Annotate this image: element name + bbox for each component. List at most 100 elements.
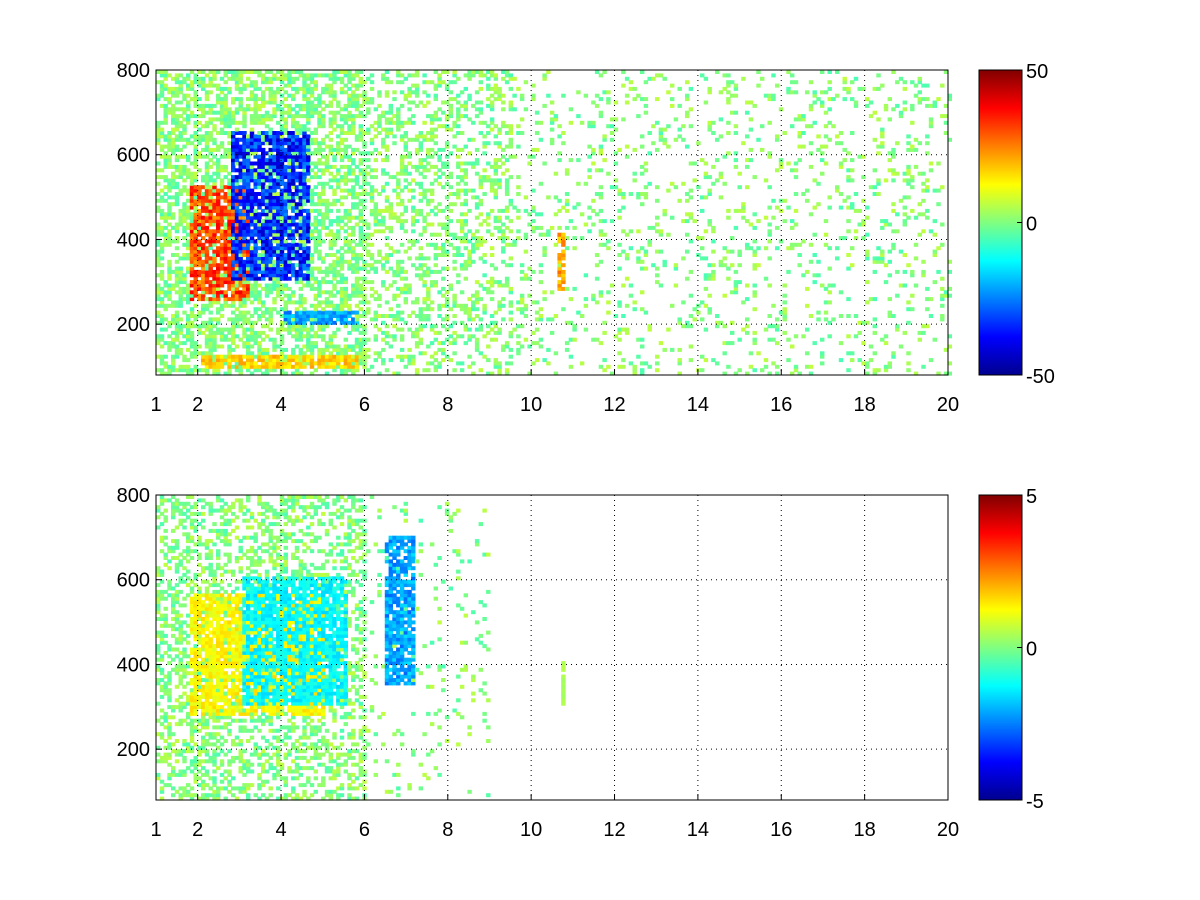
heatmap-cell	[606, 246, 611, 251]
heatmap-cell	[516, 229, 521, 234]
heatmap-cell	[411, 178, 416, 183]
heatmap-cell	[332, 154, 337, 159]
heatmap-cell	[362, 192, 367, 196]
heatmap-cell	[324, 154, 330, 159]
heatmap-cell	[366, 236, 371, 241]
heatmap-cell	[478, 242, 483, 247]
heatmap-cell	[287, 314, 292, 318]
heatmap-cell	[231, 354, 236, 359]
heatmap-cell	[309, 269, 315, 274]
heatmap-cell	[287, 310, 292, 315]
heatmap-cell	[283, 307, 288, 312]
heatmap-cell	[208, 212, 213, 217]
heatmap-cell	[272, 141, 277, 146]
heatmap-cell	[328, 178, 333, 183]
heatmap-cell	[673, 117, 679, 122]
heatmap-cell	[493, 134, 498, 139]
heatmap-cell	[212, 300, 217, 305]
heatmap-cell	[381, 114, 386, 119]
heatmap-cell	[456, 219, 461, 224]
heatmap-cell	[384, 256, 390, 261]
heatmap-cell	[343, 236, 348, 241]
heatmap-cell	[227, 327, 232, 332]
heatmap-cell	[294, 127, 300, 132]
heatmap-cell	[456, 164, 461, 169]
heatmap-cell	[332, 114, 337, 119]
heatmap-cell	[343, 371, 348, 376]
heatmap-cell	[343, 337, 348, 342]
heatmap-cell	[396, 185, 401, 190]
heatmap-cell	[174, 273, 180, 278]
heatmap-cell	[313, 239, 318, 244]
heatmap-cell	[422, 90, 427, 95]
heatmap-cell	[182, 276, 187, 281]
heatmap-cell	[253, 144, 258, 149]
heatmap-cell	[201, 205, 206, 210]
heatmap-cell	[309, 283, 315, 288]
heatmap-cell	[306, 76, 311, 81]
heatmap-cell	[171, 195, 176, 200]
heatmap-cell	[688, 344, 694, 349]
heatmap-cell	[366, 253, 371, 257]
heatmap-cell	[276, 273, 281, 278]
heatmap-cell	[223, 103, 228, 108]
heatmap-cell	[294, 263, 300, 268]
heatmap-cell	[662, 127, 667, 132]
heatmap-cell	[441, 161, 446, 166]
heatmap-cell	[351, 103, 356, 108]
heatmap-cell	[223, 239, 228, 244]
heatmap-cell	[193, 188, 198, 193]
heatmap-cell	[617, 253, 622, 257]
heatmap-cell	[272, 90, 277, 95]
heatmap-cell	[362, 297, 367, 302]
heatmap-cell	[493, 86, 498, 91]
heatmap-cell	[212, 273, 217, 278]
heatmap-cell	[287, 80, 292, 85]
heatmap-cell	[291, 334, 296, 339]
heatmap-cell	[197, 286, 202, 291]
heatmap-cell	[501, 249, 506, 254]
heatmap-cell	[302, 90, 307, 95]
heatmap-cell	[377, 297, 382, 302]
heatmap-cell	[482, 334, 487, 339]
heatmap-cell	[294, 320, 300, 325]
heatmap-cell	[231, 97, 236, 102]
heatmap-cell	[287, 249, 292, 254]
heatmap-cell	[362, 259, 367, 264]
heatmap-cell	[227, 198, 232, 203]
heatmap-cell	[433, 337, 438, 342]
heatmap-cell	[594, 253, 600, 257]
heatmap-cell	[471, 259, 476, 264]
heatmap-cell	[336, 310, 341, 315]
heatmap-cell	[268, 141, 273, 146]
heatmap-cell	[279, 141, 285, 146]
heatmap-cell	[501, 232, 506, 237]
heatmap-cell	[523, 276, 529, 281]
heatmap-cell	[339, 358, 345, 363]
heatmap-cell	[298, 232, 303, 237]
heatmap-cell	[276, 242, 281, 247]
heatmap-cell	[216, 293, 221, 298]
heatmap-cell	[231, 100, 236, 105]
heatmap-cell	[264, 229, 270, 234]
heatmap-cell	[231, 215, 236, 220]
heatmap-cell	[396, 110, 401, 115]
heatmap-cell	[287, 297, 292, 302]
heatmap-cell	[174, 324, 180, 329]
heatmap-cell	[302, 327, 307, 332]
heatmap-cell	[163, 361, 168, 366]
heatmap-cell	[692, 178, 697, 183]
heatmap-cell	[291, 351, 296, 356]
heatmap-cell	[317, 351, 322, 356]
heatmap-cell	[261, 181, 266, 186]
heatmap-cell	[354, 253, 360, 257]
heatmap-cell	[306, 185, 311, 190]
heatmap-cell	[384, 158, 390, 163]
heatmap-cell	[283, 246, 288, 251]
heatmap-cell	[219, 276, 225, 281]
heatmap-cell	[347, 310, 352, 315]
heatmap-cell	[613, 151, 619, 156]
heatmap-cell	[493, 225, 498, 230]
heatmap-cell	[257, 253, 262, 257]
